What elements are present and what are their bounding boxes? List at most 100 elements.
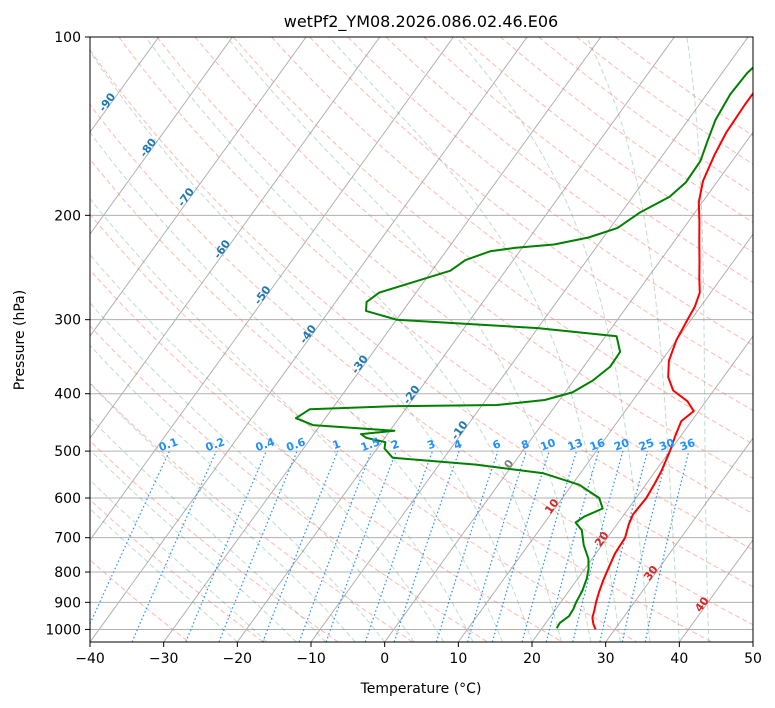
- mixing-ratio-line: [491, 450, 550, 642]
- moist-adiabat-line: [90, 131, 503, 642]
- moist-adiabat-line: [90, 253, 445, 642]
- isotherm-line: [605, 437, 753, 642]
- x-tick-label: 0: [380, 651, 389, 667]
- x-tick-label: −30: [149, 651, 179, 667]
- mixing-ratio-label: 25: [637, 436, 656, 453]
- dry-adiabat-line: [90, 440, 339, 642]
- isotherm-line: [90, 37, 528, 642]
- dry-adiabat-line: [90, 158, 712, 642]
- mixing-ratio-label: 8: [519, 437, 531, 452]
- mixing-ratio-label: 16: [588, 436, 607, 454]
- y-axis-label: Pressure (hPa): [12, 290, 28, 390]
- dry-adiabat-line: [309, 37, 753, 379]
- isotherm-line: [163, 37, 602, 642]
- isotherm-line: [90, 37, 454, 541]
- mixing-ratio-label: 3: [425, 437, 437, 452]
- mixing-ratio-label: 13: [566, 436, 585, 453]
- dry-adiabat-line: [90, 499, 264, 642]
- dry-adiabat-line: [194, 37, 753, 480]
- isotherm-line: [678, 539, 753, 642]
- mixing-ratio-label: 36: [678, 436, 697, 454]
- mixing-ratio-line: [131, 450, 217, 642]
- isotherm-line: [90, 37, 233, 236]
- x-tick-label: 50: [744, 651, 762, 667]
- mixing-ratio-label: 30: [657, 436, 676, 454]
- dry-adiabat-line: [90, 103, 753, 626]
- mixing-ratio-label: 1.5: [359, 435, 382, 454]
- moist-adiabat-line: [686, 37, 710, 642]
- isotherm-line: [90, 37, 381, 439]
- y-tick-label: 900: [54, 595, 81, 611]
- dry-adiabat-line: [90, 269, 563, 642]
- dry-adiabat-line: [500, 37, 753, 223]
- mixing-ratio-label: 10: [539, 436, 558, 454]
- mixing-ratio-label: 0.2: [204, 435, 227, 454]
- x-tick-label: −10: [296, 651, 326, 667]
- mixing-ratio-line: [298, 450, 373, 642]
- mixing-ratio-line: [393, 450, 460, 642]
- mixing-ratio-line: [521, 450, 578, 642]
- x-tick-label: −20: [223, 651, 253, 667]
- y-tick-label: 800: [54, 565, 81, 581]
- isotherm-line: [531, 335, 753, 642]
- plot-grid: [90, 37, 753, 642]
- moist-adiabat-line: [455, 37, 651, 642]
- plot-data: [294, 66, 753, 630]
- y-tick-label: 400: [54, 387, 81, 403]
- mixing-ratio-line: [262, 450, 339, 642]
- mixing-ratio-line: [621, 450, 669, 642]
- x-tick-label: 20: [523, 651, 541, 667]
- dry-adiabat-line: [118, 37, 753, 551]
- y-tick-label: 300: [54, 313, 81, 329]
- dewpoint-profile-line: [294, 66, 753, 629]
- mixing-ratio-label: 20: [612, 436, 631, 454]
- mixing-ratio-line: [435, 450, 499, 642]
- mixing-ratio-label: 0.6: [285, 435, 308, 454]
- dry-adiabat-line: [576, 37, 753, 165]
- dry-adiabat-line: [233, 37, 753, 445]
- moist-adiabat-line: [328, 37, 621, 642]
- mixing-ratio-label: 0.4: [254, 435, 277, 454]
- mixing-ratio-label: 1: [331, 437, 343, 452]
- x-tick-label: 10: [449, 651, 467, 667]
- moist-adiabat-line: [586, 37, 680, 642]
- isotherm-line: [236, 37, 675, 642]
- y-tick-label: 700: [54, 531, 81, 547]
- mixing-ratio-line: [572, 450, 624, 642]
- dry-adiabat-line: [156, 37, 753, 515]
- mixing-ratio-line: [599, 450, 649, 642]
- moist-adiabat-line: [90, 382, 356, 642]
- mixing-ratio-label: 0.1: [157, 435, 180, 454]
- dry-adiabat-line: [90, 325, 488, 642]
- x-axis-label: Temperature (°C): [360, 681, 482, 697]
- x-tick-label: 30: [597, 651, 615, 667]
- mixing-ratio-label: 6: [491, 437, 503, 452]
- y-tick-label: 200: [54, 208, 81, 224]
- dry-adiabat-line: [90, 49, 753, 588]
- x-tick-label: −40: [75, 651, 105, 667]
- dry-adiabat-line: [423, 37, 753, 284]
- mixing-ratio-line: [325, 450, 397, 642]
- dry-adiabat-line: [385, 37, 753, 315]
- isotherm-line: [90, 37, 307, 338]
- mixing-ratio-line: [545, 450, 600, 642]
- mixing-ratio-line: [466, 450, 528, 642]
- dry-adiabat-line: [271, 37, 753, 411]
- axes: −40 −30 −20 −10 0 10 20 30 40 5010020030040050060…: [45, 30, 762, 667]
- moist-adiabat-line: [145, 37, 562, 642]
- mixing-ratio-label: 2: [389, 437, 401, 452]
- y-tick-label: 100: [54, 30, 81, 46]
- moist-adiabat-line: [90, 50, 533, 642]
- moist-adiabat-line: [90, 417, 327, 642]
- moist-adiabat-line: [226, 37, 592, 642]
- isotherm-line: [384, 131, 753, 642]
- y-tick-label: 500: [54, 444, 81, 460]
- mixing-ratio-line: [218, 450, 298, 642]
- y-tick-label: 600: [54, 491, 81, 507]
- moist-adiabat-line: [90, 197, 474, 642]
- mixing-ratio-line: [364, 450, 434, 642]
- y-tick-label: 1000: [45, 622, 81, 638]
- dry-adiabat-line: [347, 37, 753, 346]
- moist-adiabat-line: [90, 449, 297, 642]
